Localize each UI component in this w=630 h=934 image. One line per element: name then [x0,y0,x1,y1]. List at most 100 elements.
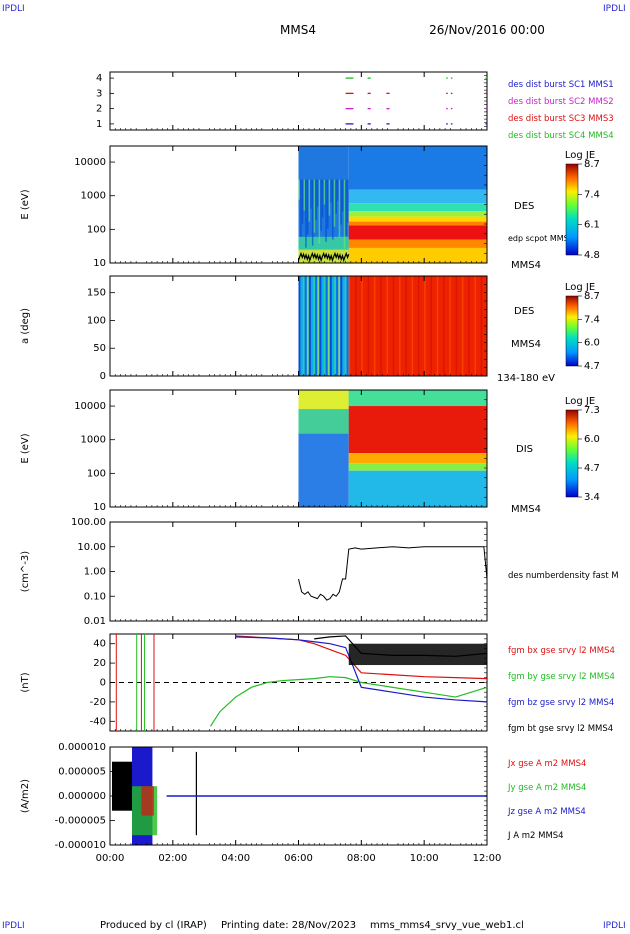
dis-spectrogram-core [348,406,487,454]
density-series [298,546,488,601]
des-spectrogram-streak [305,179,307,248]
pitch-spectrogram-streak [340,276,343,376]
y-tick-label: 1000 [81,191,106,202]
burst-legend-entry: des dist burst SC2 MMS2 [508,97,614,107]
des-spectrogram-streak [300,179,302,237]
colorbar-tick-label: 7.4 [584,314,600,325]
current-legend-entry: J A m2 MMS4 [507,831,564,841]
pitch-spectrogram-streak [338,276,341,376]
y-tick-label: 40 [93,639,106,650]
pitch-spectrogram-streak [449,276,451,376]
colorbar [565,409,579,498]
pitch-spectrogram-streak [306,276,309,376]
y-axis-label: (cm^-3) [20,551,31,592]
dis-label: DIS [516,444,533,455]
y-axis-label: (A/m2) [20,779,31,813]
colorbar-tick-label: 7.3 [584,405,600,416]
spacecraft-label: MMS4 [511,504,541,515]
y-tick-label: 1.00 [84,567,106,578]
pitch-spectrogram-streak [405,276,407,376]
y-tick-label: -40 [90,716,106,727]
y-tick-label: 1000 [81,435,106,446]
current-legend-entry: Jx gse A m2 MMS4 [507,759,586,769]
des-pitch-label: DES [514,306,534,317]
y-tick-label: 10.00 [77,542,106,553]
colorbar-tick-label: 7.4 [584,189,600,200]
pitch-spectrogram-streak [332,276,334,376]
des-spectrogram-streak [347,179,349,223]
des-spectrogram-streak [345,179,347,236]
des-spectrogram-streak [333,179,336,227]
scpot-line [297,251,350,263]
burst-legend-entry: des dist burst SC3 MMS3 [508,114,614,124]
colorbar-title: Log JE [565,150,595,161]
pitch-spectrogram-streak [308,276,311,376]
x-tick-label: 02:00 [158,853,187,864]
y-tick-label: 10000 [74,401,106,412]
footer-filename: mms_mms4_srvy_vue_web1.cl [370,920,524,931]
pitch-spectrogram-streak [321,276,324,376]
y-tick-label: -20 [90,697,106,708]
colorbar [565,163,579,256]
pitch-spectrogram-streak [417,276,420,376]
pitch-spectrogram-streak [373,276,376,376]
y-tick-label: 0 [100,678,106,689]
burst-panel-frame [109,71,488,131]
des-spectrogram-streak [340,179,342,225]
des-spectrogram-streak [313,179,316,233]
burst-legend-entry: des dist burst SC4 MMS4 [508,131,614,141]
pitch-spectrogram-streak [334,276,336,376]
y-axis-label: a (deg) [20,308,31,344]
des-spectrogram-streak [318,179,321,244]
des-spectrogram-streak [323,179,326,205]
des-spectrogram-streak [325,179,327,242]
current-burst-j [112,761,134,811]
x-tick-label: 06:00 [284,853,313,864]
y-tick-label: 150 [87,288,106,299]
x-tick-label: 00:00 [96,853,125,864]
current-legend-entry: Jz gse A m2 MMS4 [507,807,586,817]
field-bt-band [348,643,487,666]
des-spectrogram-band [348,189,487,204]
pitch-spectrogram-streak [348,276,351,376]
des-spectrogram-streak [335,179,337,214]
y-tick-label: 100 [87,315,106,326]
corner-label-bottom-right: IPDLI [603,921,626,931]
dis-spectrogram-early-mid [298,409,349,434]
y-tick-label: -0.000010 [55,840,106,851]
y-tick-label: 0.000005 [58,767,106,778]
des-spectrogram-band [348,225,487,240]
pitch-spectrogram-streak [298,276,301,376]
colorbar-tick-label: 6.0 [584,338,600,349]
pitch-spectrogram-streak [311,276,313,376]
corner-label-top-right: IPDLI [603,4,626,14]
colorbar-tick-label: 4.7 [584,463,600,474]
y-tick-label: 0.000010 [58,742,106,753]
y-tick-label: 4 [96,73,102,84]
y-axis-label: (nT) [20,672,31,692]
pitch-spectrogram-streak [302,276,305,376]
field-series [210,676,488,727]
des-spectrogram-streak [342,179,344,212]
y-tick-label: 0 [100,371,106,382]
pitch-spectrogram-streak [300,276,303,376]
spacecraft-title: MMS4 [280,23,316,37]
pitch-spectrogram-streak [344,276,347,376]
y-tick-label: 50 [93,343,106,354]
des-spectrogram-streak [328,179,331,216]
density-legend: des numberdensity fast M [508,571,619,581]
corner-label-top-left: IPDLI [2,4,25,14]
pitch-spectrogram-streak [329,276,332,376]
des-spectrogram-streak [310,179,312,209]
pitch-spectrogram-streak [424,276,426,376]
colorbar-tick-label: 6.0 [584,434,600,445]
colorbar-tick-label: 8.7 [584,291,600,302]
pitch-spectrogram-streak [386,276,388,376]
des-spectrogram-early-floor [298,249,349,263]
colorbar-tick-label: 4.7 [584,361,600,372]
field-legend-entry: fgm bt gse srvy l2 MMS4 [508,724,613,734]
y-tick-label: 2 [96,104,102,115]
y-tick-label: 0.01 [84,616,106,627]
des-spectrogram-band [348,211,487,217]
